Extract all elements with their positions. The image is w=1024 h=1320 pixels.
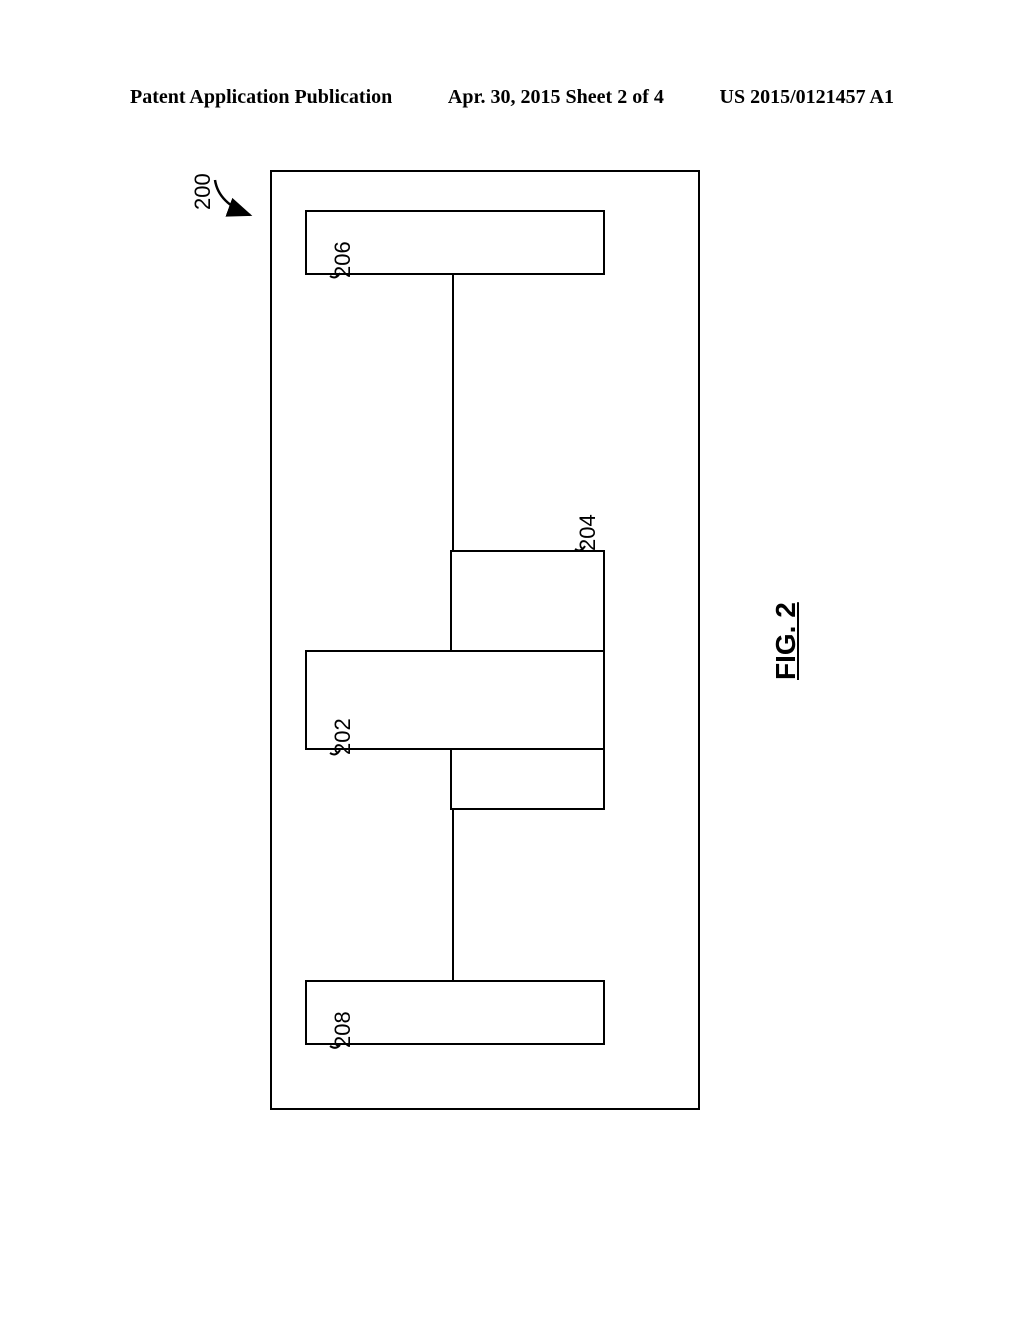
- header-center: Apr. 30, 2015 Sheet 2 of 4: [448, 86, 664, 109]
- header-left: Patent Application Publication: [130, 86, 392, 109]
- page-header: Patent Application Publication Apr. 30, …: [0, 86, 1024, 109]
- ref-label-204: 204: [575, 514, 601, 551]
- figure-caption: FIG. 2: [770, 602, 802, 680]
- ref-label-202: 202: [330, 718, 356, 755]
- ref-label-208: 208: [330, 1011, 356, 1048]
- patent-figure-2: 208 202 204 206 200 FIG. 2: [130, 160, 890, 1180]
- header-right: US 2015/0121457 A1: [720, 86, 894, 109]
- ref-label-206: 206: [330, 241, 356, 278]
- ref-label-200: 200: [190, 173, 216, 210]
